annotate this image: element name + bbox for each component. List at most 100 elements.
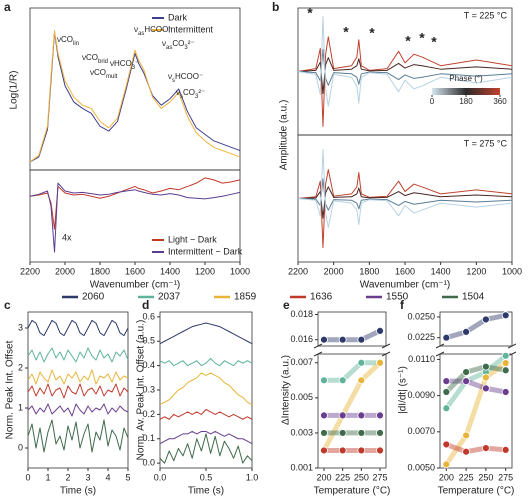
- legend-label: Intermittent − Dark: [168, 246, 243, 256]
- colorbar-tick-label: 0: [430, 97, 435, 106]
- y-tick-label: 2: [18, 362, 23, 372]
- data-point: [481, 362, 490, 371]
- series-line: [297, 16, 513, 107]
- annotation: νasHCOO⁻: [134, 25, 173, 36]
- series-line: [29, 177, 241, 230]
- data-point: [462, 447, 471, 456]
- series-line: [297, 148, 513, 228]
- series-line: [297, 186, 513, 219]
- annotation-part: ν: [134, 25, 138, 34]
- annotation: νCObrid: [82, 53, 108, 64]
- data-point: [338, 376, 347, 385]
- series-line: [297, 57, 513, 94]
- series-line: [446, 378, 507, 395]
- data-point: [462, 328, 471, 336]
- x-tick-label: 1800: [359, 266, 379, 276]
- annotation-part: ²⁻: [198, 88, 205, 97]
- annotation: 4x: [62, 232, 72, 242]
- data-point: [442, 404, 451, 413]
- panel-label: a: [4, 0, 11, 14]
- annotation: T = 275 °C: [464, 138, 508, 148]
- x-tick-label: 200: [439, 472, 454, 482]
- plot-frame: [297, 7, 513, 136]
- annotation: νasCO3²⁻: [162, 39, 195, 50]
- panel-label: c: [4, 298, 11, 312]
- y-tick-label: 0.0110: [408, 354, 435, 364]
- x-tick-label: 2200: [288, 266, 308, 276]
- series-line: [297, 49, 513, 86]
- y-axis-label: Norm. Av. Peak Int. Offset (a.u.): [136, 320, 147, 461]
- series-line: [159, 322, 253, 345]
- data-point: [320, 446, 328, 455]
- axis-break: [381, 343, 391, 349]
- x-tick-label: 2200: [20, 266, 40, 276]
- series-line: [297, 36, 513, 127]
- data-point: [462, 368, 471, 376]
- series-line: [323, 360, 381, 383]
- legend-label: Light − Dark: [168, 234, 217, 244]
- annotation: νCOlin: [57, 35, 79, 46]
- plot-frame: [439, 311, 513, 347]
- series-line: [445, 442, 506, 455]
- axis-break: [313, 351, 323, 357]
- data-point: [357, 429, 366, 437]
- annotation-subscript: s: [172, 78, 175, 84]
- data-point: [376, 429, 384, 437]
- legend-label: 1636: [310, 292, 333, 303]
- series-line: [159, 372, 253, 406]
- annotation-subscript: as: [166, 45, 172, 51]
- legend-label: 1504: [462, 292, 485, 303]
- series-line: [297, 178, 513, 211]
- data-point: [376, 446, 384, 455]
- y-axis-label: Norm. Peak Int. Offset: [5, 340, 16, 439]
- data-point: [442, 460, 451, 469]
- annotation-subscript: lin: [73, 41, 79, 47]
- x-tick-label: 2: [65, 472, 70, 482]
- y-tick-label: 0.018: [290, 309, 313, 319]
- peak-marker: *: [343, 24, 349, 40]
- colorbar-tick-label: 360: [493, 97, 507, 106]
- x-axis-label: Wavenumber (cm⁻¹): [360, 280, 450, 291]
- data-point: [442, 388, 451, 396]
- data-point: [442, 377, 451, 386]
- data-point: [442, 440, 451, 449]
- series-line: [444, 361, 508, 466]
- legend-label: 1550: [386, 292, 409, 303]
- y-tick-label: 0.005: [290, 392, 313, 402]
- x-tick-label: 1400: [160, 266, 180, 276]
- colorbar-tick-label: 180: [459, 97, 473, 106]
- data-point: [320, 376, 328, 385]
- series-line: [444, 364, 507, 394]
- x-tick-label: 0.5: [200, 472, 213, 482]
- data-point: [462, 431, 471, 440]
- series-line: [445, 312, 507, 341]
- annotation-subscript: brid: [98, 59, 108, 65]
- axis-break: [435, 343, 445, 349]
- panel-label: b: [272, 0, 279, 14]
- x-tick-label: 1: [45, 472, 50, 482]
- data-point: [338, 429, 347, 437]
- annotation-part: ⁻: [135, 59, 139, 68]
- data-point: [442, 333, 451, 342]
- y-tick-label: 0.0: [142, 458, 155, 468]
- y-tick-label: 0.2: [142, 409, 155, 419]
- data-point: [501, 311, 510, 320]
- annotation-part: νCO: [82, 53, 98, 62]
- series-line: [159, 357, 253, 367]
- y-tick-label: 0.1: [142, 433, 155, 443]
- annotation-part: νHCO: [110, 59, 132, 68]
- x-tick-label: 275: [498, 472, 513, 482]
- colorbar: [432, 88, 500, 95]
- data-point: [357, 358, 366, 367]
- data-point: [338, 411, 347, 420]
- x-tick-label: 3: [85, 472, 90, 482]
- data-point: [501, 388, 510, 396]
- series-line: [27, 403, 129, 417]
- annotation: T = 225 °C: [464, 10, 508, 20]
- legend-label: 2060: [82, 292, 105, 303]
- y-tick-label: 0.0070: [407, 426, 435, 436]
- annotation-part: HCOO⁻: [144, 25, 172, 34]
